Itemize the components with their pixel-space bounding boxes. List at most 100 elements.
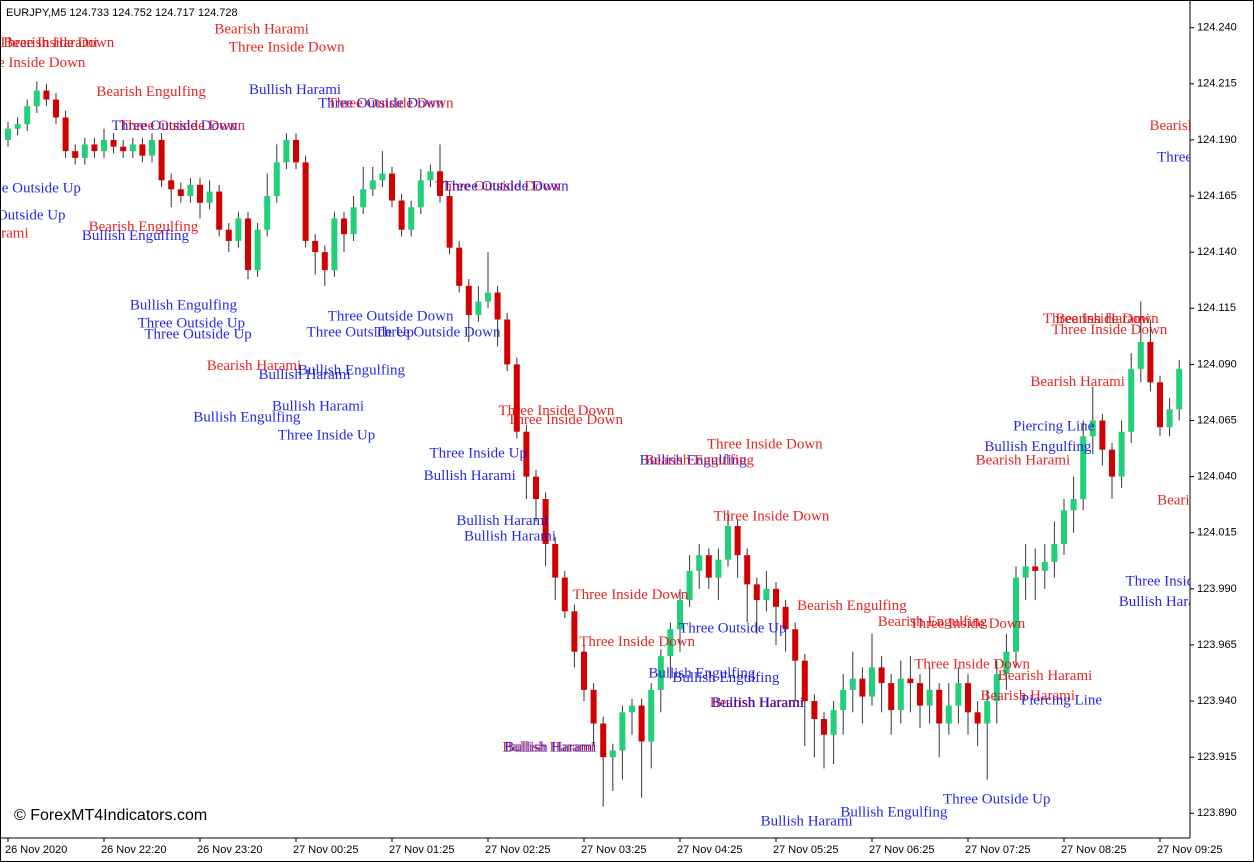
candle-body xyxy=(1013,577,1019,652)
pattern-label: Three Outside Down xyxy=(318,95,444,111)
candle-body xyxy=(1109,449,1115,477)
candle-body xyxy=(1157,382,1163,428)
candle-body xyxy=(446,196,453,248)
chart-title: EURJPY,M5 124.733 124.752 124.717 124.72… xyxy=(6,7,238,19)
candle-body xyxy=(1089,420,1096,437)
candle-body xyxy=(801,660,808,702)
candle-body xyxy=(638,705,645,742)
pattern-label: Three Inside Down xyxy=(0,35,115,51)
candle-body xyxy=(158,139,165,181)
pattern-label: Three Outside Up xyxy=(0,208,66,224)
watermark: © ForexMT4Indicators.com xyxy=(14,807,207,824)
pattern-label: Three Outside Down xyxy=(328,309,454,325)
y-tick-label: 124.040 xyxy=(1197,471,1237,483)
candle-body xyxy=(14,124,21,129)
pattern-label: Three Inside Down xyxy=(572,587,688,603)
candle-body xyxy=(456,247,463,286)
y-tick-label: 124.140 xyxy=(1197,246,1237,258)
candle-body xyxy=(283,139,290,163)
y-tick-label: 124.065 xyxy=(1197,414,1237,426)
candle-body xyxy=(849,678,856,690)
candle-body xyxy=(869,667,875,697)
pattern-label: Bullish Engulfing xyxy=(840,805,948,821)
candle-body xyxy=(974,712,981,724)
candle-body xyxy=(216,191,223,230)
candle-body xyxy=(773,588,779,607)
candle-body xyxy=(1070,499,1077,511)
y-tick-label: 124.015 xyxy=(1197,527,1237,539)
pattern-label: Bearish Harami xyxy=(998,668,1093,684)
candle-body xyxy=(225,229,232,241)
pattern-label: Bearish Harami xyxy=(1149,118,1244,134)
candle-body xyxy=(753,584,760,601)
pattern-label: Three Outside Up xyxy=(144,327,251,343)
pattern-label: Bearish Engulfing xyxy=(96,84,206,100)
candle-body xyxy=(1137,341,1144,369)
pattern-label: Bullish Engulfing xyxy=(82,228,190,244)
pattern-label: Piercing Line xyxy=(1021,693,1103,709)
candle-body xyxy=(677,600,683,630)
pattern-label: Piercing Line xyxy=(1013,419,1095,435)
candle-body xyxy=(984,701,991,724)
pattern-label: Bullish Harami xyxy=(424,468,516,484)
pattern-label: Three Outside Down xyxy=(435,178,561,194)
candle-body xyxy=(408,207,415,230)
candle-body xyxy=(945,705,952,724)
candle-body xyxy=(1147,341,1154,383)
candle-body xyxy=(369,180,376,190)
candle-body xyxy=(542,499,549,544)
candle-body xyxy=(686,570,693,601)
pattern-label: Three Outside Up xyxy=(943,791,1050,807)
candle-body xyxy=(235,218,242,241)
candle-body xyxy=(629,705,635,713)
pattern-label: Three Inside Up xyxy=(429,446,526,462)
candle-body xyxy=(62,117,69,152)
pattern-label: Three Outside Up xyxy=(138,315,245,331)
candle-body xyxy=(590,689,597,724)
pattern-label: Three Outside Up xyxy=(307,324,414,340)
y-tick-label: 124.190 xyxy=(1197,134,1237,146)
y-tick-label: 123.940 xyxy=(1197,695,1237,707)
candle-body xyxy=(206,191,213,203)
x-tick-label: 26 Nov 2020 xyxy=(5,844,67,856)
x-tick-label: 27 Nov 02:25 xyxy=(485,844,550,856)
candle-body xyxy=(321,252,328,271)
candle-body xyxy=(513,364,520,432)
pattern-label: Three Inside Up xyxy=(1125,574,1222,590)
y-tick-label: 124.115 xyxy=(1197,302,1236,314)
candle-body xyxy=(1118,431,1125,477)
candle-body xyxy=(581,651,587,690)
pattern-label: Three Outside Up xyxy=(0,181,81,197)
pattern-label: Bearish Harami xyxy=(207,358,302,374)
pattern-label: Bearish Engulfing xyxy=(878,614,988,630)
candle-body xyxy=(427,171,434,181)
candle-body xyxy=(648,689,655,742)
candle-body xyxy=(177,189,184,197)
candle-body xyxy=(5,128,11,140)
pattern-label: Three Outside Down xyxy=(375,324,501,340)
x-tick-label: 27 Nov 00:25 xyxy=(293,844,358,856)
candle-body xyxy=(139,144,146,156)
x-tick-label: 27 Nov 08:25 xyxy=(1061,844,1126,856)
pattern-label: Three Outside Up xyxy=(679,621,786,637)
pattern-label: Bearish Harami xyxy=(3,35,98,51)
x-tick-label: 27 Nov 01:25 xyxy=(389,844,454,856)
pattern-label: Bullish Engulfing xyxy=(130,297,238,313)
pattern-label: Bearish Engulfing xyxy=(797,598,907,614)
pattern-label: Three Inside Up xyxy=(1157,149,1254,165)
candle-body xyxy=(1176,368,1183,410)
pattern-label: Three Outside Down xyxy=(112,118,238,134)
candle-body xyxy=(494,292,501,320)
candle-body xyxy=(43,90,50,100)
x-tick-label: 27 Nov 05:25 xyxy=(773,844,838,856)
candle-body xyxy=(437,171,443,197)
pattern-label: Bearish Engulfing xyxy=(644,452,754,468)
candle-body xyxy=(840,689,847,711)
candle-body xyxy=(965,683,971,713)
pattern-label: Bearish Engulfing xyxy=(89,219,199,235)
pattern-label: Bullish Harami xyxy=(464,529,556,545)
pattern-label: Bullish Harami xyxy=(249,82,341,98)
candle-body xyxy=(792,629,799,661)
pattern-label: Bullish Engulfing xyxy=(193,410,301,426)
